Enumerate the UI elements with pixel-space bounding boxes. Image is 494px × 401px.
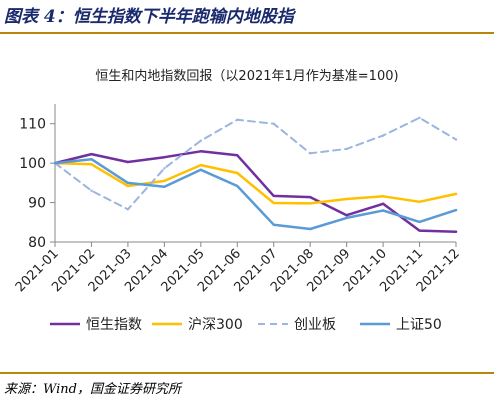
legend-label-3: 创业板	[294, 317, 336, 333]
data-point	[309, 152, 312, 155]
data-point	[126, 208, 130, 211]
series-lines	[53, 116, 458, 233]
data-point	[345, 216, 348, 220]
series-line-1	[53, 150, 458, 233]
figure-title: 图表 4：恒生指数下半年跑输内地股指	[4, 7, 294, 27]
data-point	[126, 181, 130, 185]
series-line-4	[53, 157, 458, 231]
data-point	[345, 147, 348, 151]
data-point	[163, 167, 166, 170]
data-point	[309, 195, 312, 199]
data-point	[199, 139, 202, 142]
data-point	[90, 189, 93, 192]
data-point	[345, 214, 348, 217]
data-point	[199, 150, 202, 153]
data-point	[454, 138, 458, 141]
data-point	[381, 209, 385, 212]
top-divider	[0, 32, 494, 34]
data-point	[199, 168, 202, 171]
data-point	[345, 197, 348, 201]
data-point	[454, 230, 458, 233]
data-point	[236, 171, 239, 175]
data-point	[381, 134, 385, 137]
legend-label-2: 沪深300	[188, 317, 243, 333]
legend-label-1: 恒生指数	[86, 317, 142, 333]
y-tick-label: 80	[28, 235, 46, 251]
bottom-divider	[0, 372, 494, 374]
series-line-3	[54, 116, 457, 211]
y-tick-label: 90	[28, 196, 46, 212]
data-point	[418, 220, 421, 224]
legend: 恒生指数 沪深300 创业板 上证50	[50, 317, 442, 333]
data-point	[163, 185, 166, 188]
series-line-2	[53, 161, 458, 205]
axes: 80901001102021-012021-022021-032021-0420…	[13, 104, 463, 295]
data-point	[199, 163, 202, 167]
data-point	[418, 229, 421, 232]
data-point	[90, 152, 93, 156]
data-point	[272, 122, 275, 125]
data-point	[418, 200, 421, 203]
data-point	[381, 195, 385, 198]
chart-title: 恒生和内地指数回报（以2021年1月作为基准=100)	[95, 68, 398, 84]
data-point	[163, 156, 166, 159]
data-point	[90, 158, 93, 161]
data-point	[272, 194, 275, 198]
data-point	[126, 184, 130, 188]
data-point	[236, 184, 239, 188]
data-point	[454, 192, 458, 196]
data-point	[309, 202, 312, 205]
source-note: 来源：Wind，国金证券研究所	[4, 382, 181, 397]
data-point	[381, 202, 385, 205]
data-point	[236, 154, 239, 157]
data-point	[53, 161, 57, 165]
data-point	[454, 208, 458, 212]
data-point	[418, 116, 421, 120]
data-point	[90, 163, 93, 166]
data-point	[163, 179, 166, 183]
y-tick-label: 110	[19, 117, 46, 133]
data-point	[236, 118, 239, 122]
data-point	[126, 160, 130, 164]
data-point	[272, 223, 275, 226]
data-point	[272, 201, 275, 205]
y-tick-label: 100	[19, 156, 46, 172]
legend-label-4: 上证50	[396, 317, 442, 333]
data-point	[309, 227, 312, 231]
